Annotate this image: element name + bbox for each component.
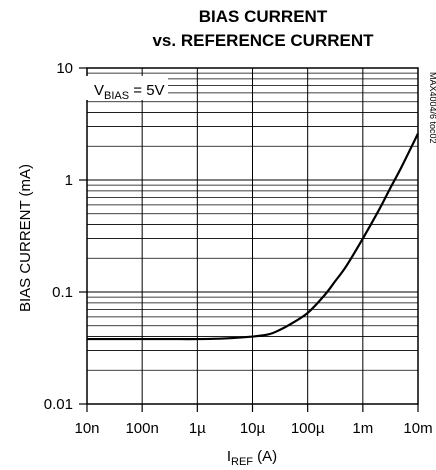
bias-annotation: VBIAS = 5V	[84, 76, 168, 102]
chart-subtitle: vs. REFERENCE CURRENT	[152, 31, 374, 50]
x-tick-label: 1µ	[189, 420, 206, 437]
x-axis-label: IREF (A)	[227, 448, 277, 468]
x-tick-label: 100µ	[291, 420, 325, 437]
x-tick-label: 1m	[352, 420, 373, 437]
annotation-text: VBIAS = 5V	[94, 82, 165, 102]
bias-current-line	[86, 133, 419, 341]
x-tick-label: 10n	[74, 420, 99, 437]
y-tick-label: 0.1	[52, 284, 73, 301]
y-tick-label: 0.01	[44, 396, 73, 413]
x-tick-label: 10m	[403, 420, 432, 437]
series-layer	[86, 133, 419, 341]
x-tick-label: 100n	[125, 420, 158, 437]
figure-code: MAX4004/6 toc02	[428, 72, 436, 144]
x-tick-labels: 10n 100n 1µ 10µ 100µ 1m 10m	[74, 404, 433, 437]
y-tick-label: 1	[65, 172, 73, 189]
y-axis-label: BIAS CURRENT (mA)	[17, 164, 34, 312]
x-tick-label: 10µ	[240, 420, 266, 437]
annotation-background	[84, 76, 168, 100]
chart-title: BIAS CURRENT	[199, 7, 328, 26]
y-tick-labels: 0.01 0.1 1 10	[44, 60, 87, 413]
y-tick-label: 10	[56, 60, 73, 77]
grid	[86, 68, 419, 405]
